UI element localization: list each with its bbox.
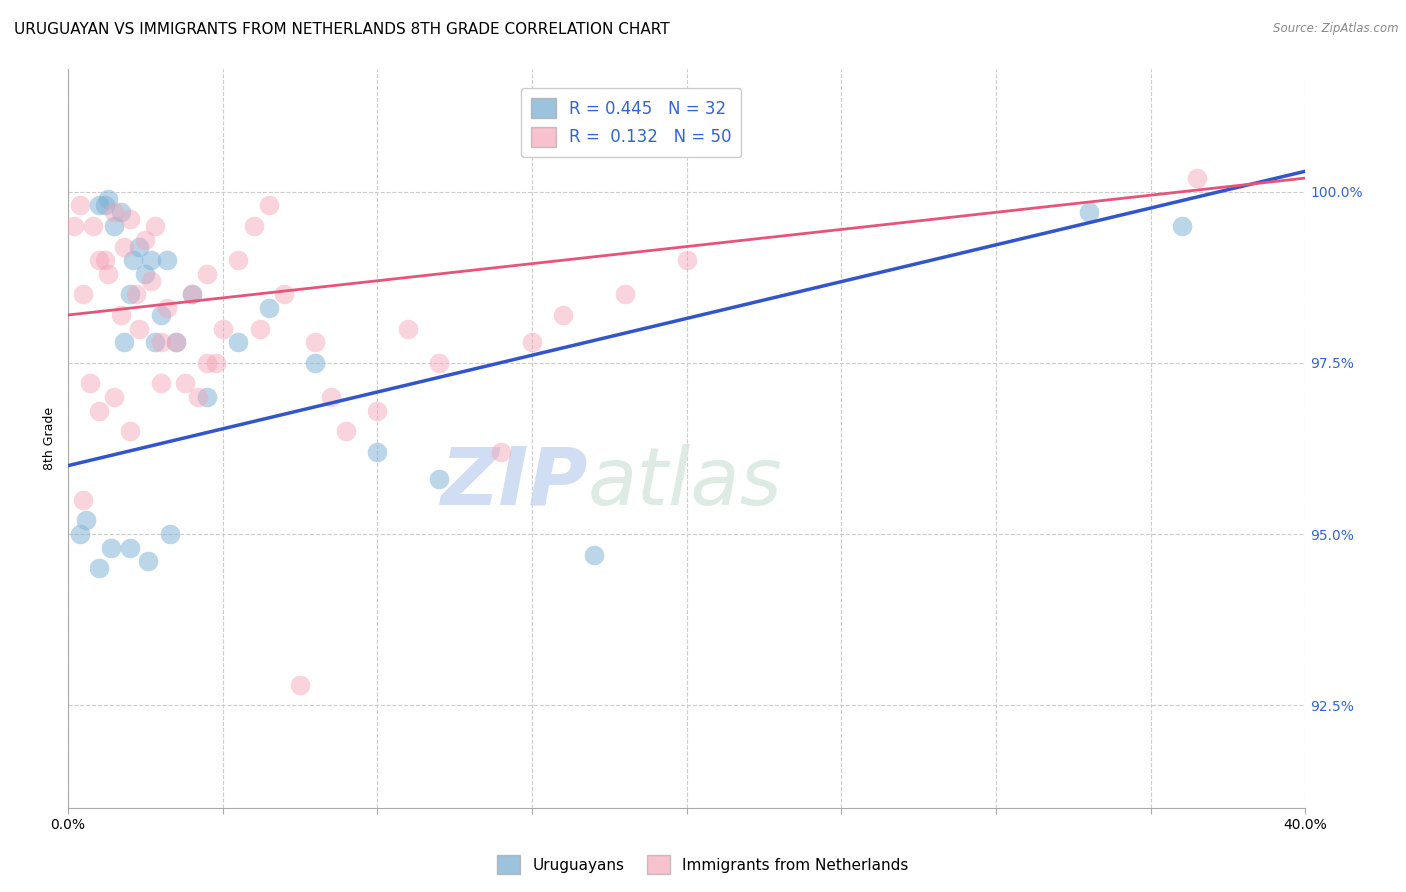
Text: Source: ZipAtlas.com: Source: ZipAtlas.com [1274,22,1399,36]
Point [249,321,271,335]
Point [257,301,280,315]
Point [128,239,150,253]
Point [72,492,94,507]
Point [97,192,120,206]
Point [110,308,132,322]
Point [87,404,110,418]
Point [143,219,166,233]
Point [195,390,218,404]
Point [319,390,342,404]
Point [103,390,125,404]
Point [149,335,172,350]
Point [149,308,172,322]
Point [226,253,249,268]
Point [551,308,574,322]
Point [187,390,209,404]
Point [242,219,264,233]
Point [304,335,326,350]
Point [335,425,357,439]
Point [87,198,110,212]
Point [128,321,150,335]
Point [100,541,122,555]
Point [489,445,512,459]
Point [205,356,228,370]
Text: atlas: atlas [588,443,782,522]
Point [97,267,120,281]
Point [118,287,141,301]
Point [165,335,187,350]
Point [582,548,605,562]
Point [180,287,202,301]
Point [211,321,233,335]
Point [613,287,636,301]
Legend: R = 0.445   N = 32, R =  0.132   N = 50: R = 0.445 N = 32, R = 0.132 N = 50 [520,88,741,157]
Point [103,219,125,233]
Point [112,335,135,350]
Point [149,376,172,391]
Point [138,554,160,568]
Point [141,274,163,288]
Point [87,253,110,268]
Point [122,253,145,268]
Point [174,376,197,391]
Point [366,445,388,459]
Point [141,253,163,268]
Point [76,513,98,527]
Point [427,356,450,370]
Point [226,335,249,350]
Legend: Uruguayans, Immigrants from Netherlands: Uruguayans, Immigrants from Netherlands [491,849,915,880]
Point [156,253,179,268]
Point [195,356,218,370]
Point [94,198,117,212]
Point [427,472,450,486]
Point [143,335,166,350]
Point [1170,219,1192,233]
Point [257,198,280,212]
Point [159,527,181,541]
Point [69,527,91,541]
Point [79,376,101,391]
Point [180,287,202,301]
Point [112,239,135,253]
Point [288,678,311,692]
Point [103,205,125,219]
Point [520,335,543,350]
Point [118,425,141,439]
Point [165,335,187,350]
Point [675,253,697,268]
Text: ZIP: ZIP [440,443,588,522]
Point [366,404,388,418]
Text: URUGUAYAN VS IMMIGRANTS FROM NETHERLANDS 8TH GRADE CORRELATION CHART: URUGUAYAN VS IMMIGRANTS FROM NETHERLANDS… [14,22,669,37]
Point [1077,205,1099,219]
Point [82,219,104,233]
Point [134,233,156,247]
Point [72,287,94,301]
Point [125,287,148,301]
Point [118,541,141,555]
Point [156,301,179,315]
Point [304,356,326,370]
Point [69,198,91,212]
Point [1185,171,1208,186]
Point [195,267,218,281]
Point [134,267,156,281]
Point [118,212,141,227]
Point [396,321,419,335]
Point [94,253,117,268]
Point [110,205,132,219]
Point [87,561,110,575]
Y-axis label: 8th Grade: 8th Grade [44,407,56,470]
Point [273,287,295,301]
Point [63,219,86,233]
